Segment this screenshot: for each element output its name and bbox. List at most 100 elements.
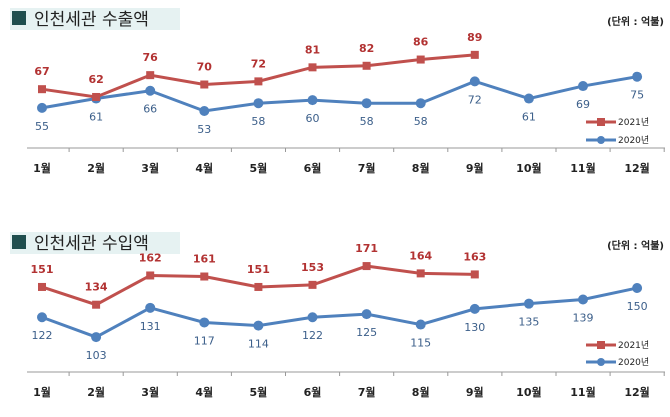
data-point — [200, 80, 209, 89]
data-point — [146, 71, 155, 80]
data-point — [307, 95, 318, 106]
data-point — [254, 282, 263, 291]
data-label: 82 — [359, 42, 374, 55]
data-label: 125 — [356, 326, 377, 339]
title-background — [10, 8, 180, 30]
data-point — [253, 320, 264, 331]
chart-title: 인천세관 수입액 — [34, 234, 149, 254]
data-point — [254, 77, 263, 86]
x-tick-label: 7월 — [358, 385, 376, 399]
data-label: 114 — [248, 338, 269, 351]
data-label: 58 — [360, 115, 374, 128]
data-point — [470, 270, 479, 279]
x-tick-label: 9월 — [466, 161, 484, 175]
chart-2: 인천세관 수입액 (단위 : 억불) 1월 2월 3월 4월 5월 6월 7월 8월 9월 10월 11… — [10, 232, 665, 399]
data-point — [361, 98, 372, 109]
chart-1: 인천세관 수출액 (단위 : 억불) 1월 2월 3월 4월 5월 6월 7월 8월 9월 10월 11… — [10, 8, 665, 175]
title-square-icon — [12, 11, 26, 25]
data-point — [145, 85, 156, 96]
data-label: 55 — [35, 120, 49, 133]
x-tick-label: 1월 — [33, 385, 51, 399]
data-label: 115 — [410, 337, 431, 350]
x-tick-label: 8월 — [412, 385, 430, 399]
x-tick-label: 6월 — [304, 161, 322, 175]
x-tick-label: 7월 — [358, 161, 376, 175]
data-label: 162 — [139, 251, 162, 264]
data-label: 81 — [305, 43, 320, 56]
legend-circle-marker — [597, 136, 605, 144]
x-tick-label: 3월 — [141, 161, 159, 175]
data-point — [146, 271, 155, 280]
data-point — [37, 312, 47, 323]
data-point — [362, 61, 371, 70]
data-label: 66 — [143, 103, 157, 116]
series-line-2020년 — [41, 286, 638, 339]
x-tick-label: 12월 — [624, 385, 649, 399]
data-label: 89 — [467, 31, 482, 44]
legend-label: 2021년 — [618, 340, 649, 351]
x-tick-label: 4월 — [195, 161, 213, 175]
data-label: 58 — [251, 115, 265, 128]
data-point — [578, 81, 588, 92]
legend-square-marker — [597, 341, 605, 349]
data-point — [307, 312, 318, 323]
data-label: 72 — [251, 57, 266, 70]
legend-label: 2021년 — [618, 117, 649, 128]
data-point — [200, 272, 209, 281]
legend-square-marker — [597, 118, 605, 126]
data-point — [37, 102, 47, 113]
data-point — [523, 93, 534, 104]
data-label: 53 — [197, 123, 211, 136]
x-tick-label: 8월 — [412, 161, 430, 175]
data-point — [38, 282, 46, 291]
data-label: 117 — [194, 334, 215, 347]
data-point — [632, 283, 643, 293]
data-label: 122 — [302, 329, 323, 342]
x-tick-label: 6월 — [304, 385, 322, 399]
x-tick-label: 5월 — [250, 385, 268, 399]
data-label: 69 — [576, 98, 590, 111]
title-background — [10, 232, 180, 254]
data-label: 86 — [413, 36, 429, 49]
data-label: 60 — [306, 112, 320, 125]
data-point — [416, 55, 425, 64]
x-tick-label: 11월 — [570, 385, 595, 399]
x-tick-label: 10월 — [516, 161, 541, 175]
data-point — [415, 319, 426, 330]
data-point — [308, 63, 317, 72]
x-tick-label: 10월 — [516, 385, 541, 399]
data-point — [361, 309, 372, 320]
data-label: 134 — [85, 281, 108, 294]
x-tick-label: 9월 — [466, 385, 484, 399]
unit-label: (단위 : 억불) — [607, 15, 664, 28]
data-label: 58 — [414, 115, 428, 128]
data-point — [91, 332, 102, 343]
data-label: 72 — [468, 93, 482, 106]
x-tick-label: 2월 — [87, 385, 105, 399]
x-tick-label: 4월 — [195, 385, 213, 399]
x-tick-label: 1월 — [33, 161, 51, 175]
data-label: 153 — [301, 261, 324, 274]
data-label: 161 — [193, 253, 216, 266]
data-label: 150 — [627, 300, 648, 313]
data-point — [199, 317, 210, 328]
data-point — [578, 294, 588, 305]
data-point — [416, 269, 425, 278]
data-point — [92, 92, 101, 101]
data-point — [632, 71, 643, 82]
x-tick-label: 3월 — [141, 385, 159, 399]
data-label: 171 — [355, 242, 378, 255]
data-label: 62 — [88, 73, 103, 86]
data-point — [308, 280, 317, 289]
data-label: 103 — [86, 349, 107, 362]
data-label: 131 — [140, 320, 161, 333]
data-label: 67 — [34, 65, 49, 78]
x-tick-label: 12월 — [624, 161, 649, 175]
chart-title: 인천세관 수출액 — [34, 10, 149, 30]
data-label: 135 — [518, 316, 539, 329]
data-point — [469, 303, 480, 314]
data-point — [415, 98, 426, 109]
data-point — [199, 106, 210, 117]
legend-circle-marker — [597, 358, 605, 366]
